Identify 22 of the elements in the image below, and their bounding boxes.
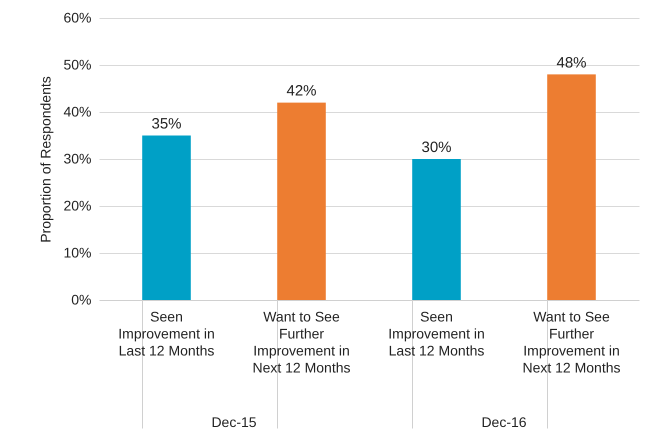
data-label: 48% [556, 54, 587, 72]
y-tick-label: 30% [63, 150, 92, 166]
bar [547, 74, 596, 300]
bar [412, 159, 461, 300]
y-tick-label: 50% [63, 56, 92, 72]
data-label: 30% [421, 139, 452, 156]
text: Dec-15 [211, 414, 257, 430]
y-tick-label: 60% [63, 10, 92, 26]
y-tick-label: 40% [63, 104, 92, 120]
x-tick-label: Seen Improvement in Last 12 Months [388, 308, 485, 358]
y-tick-label: 0% [71, 292, 92, 308]
data-label: 35% [151, 116, 182, 132]
bar [142, 136, 191, 300]
y-tick-label: 10% [63, 244, 92, 260]
bar [277, 102, 326, 300]
x-tick-label: Want to See Further Improvement in Next 12 Months [252, 308, 351, 376]
y-tick-label: 20% [63, 198, 92, 214]
x-tick-label: Want to See Further Improvement in Next 12 Months [522, 308, 621, 376]
text: Dec-16 [481, 414, 527, 430]
y-axis-title: Proportion of Respondents [37, 76, 54, 243]
data-label: 42% [286, 82, 317, 100]
x-tick-label: Seen Improvement in Last 12 Months [118, 308, 215, 358]
